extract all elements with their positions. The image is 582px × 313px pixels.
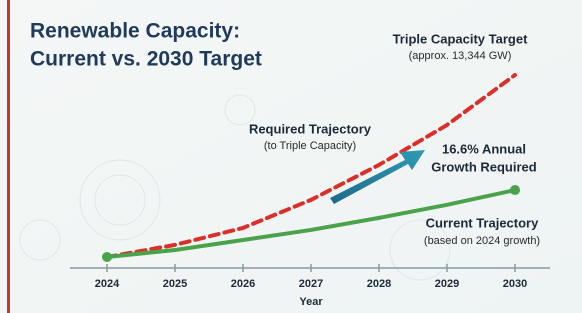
annotation: Growth Required [431,159,537,174]
series-label: Required Trajectory [249,121,372,136]
x-tick-label: 2027 [299,278,323,290]
x-tick-label: 2026 [231,278,255,290]
left-border [7,0,10,313]
x-tick-label: 2025 [163,278,187,290]
annotation: (based on 2024 growth) [424,235,540,247]
x-tick-label: 2029 [435,278,459,290]
point [102,252,112,262]
annotation: (approx. 13,344 GW) [409,50,512,62]
annotation: (to Triple Capacity) [264,140,356,152]
chart: Renewable Capacity: Current vs. 2030 Tar… [0,0,582,313]
point [510,185,520,195]
chart-title: Current vs. 2030 Target [30,48,262,71]
chart-title: Renewable Capacity: [30,20,240,43]
series-label: Current Trajectory [426,215,539,230]
annotation: 16.6% Annual [442,141,526,156]
x-axis-label: Year [299,296,323,308]
x-tick-label: 2024 [95,278,120,290]
annotation: Triple Capacity Target [393,31,529,46]
x-tick-label: 2030 [503,278,527,290]
x-tick-label: 2028 [367,278,391,290]
